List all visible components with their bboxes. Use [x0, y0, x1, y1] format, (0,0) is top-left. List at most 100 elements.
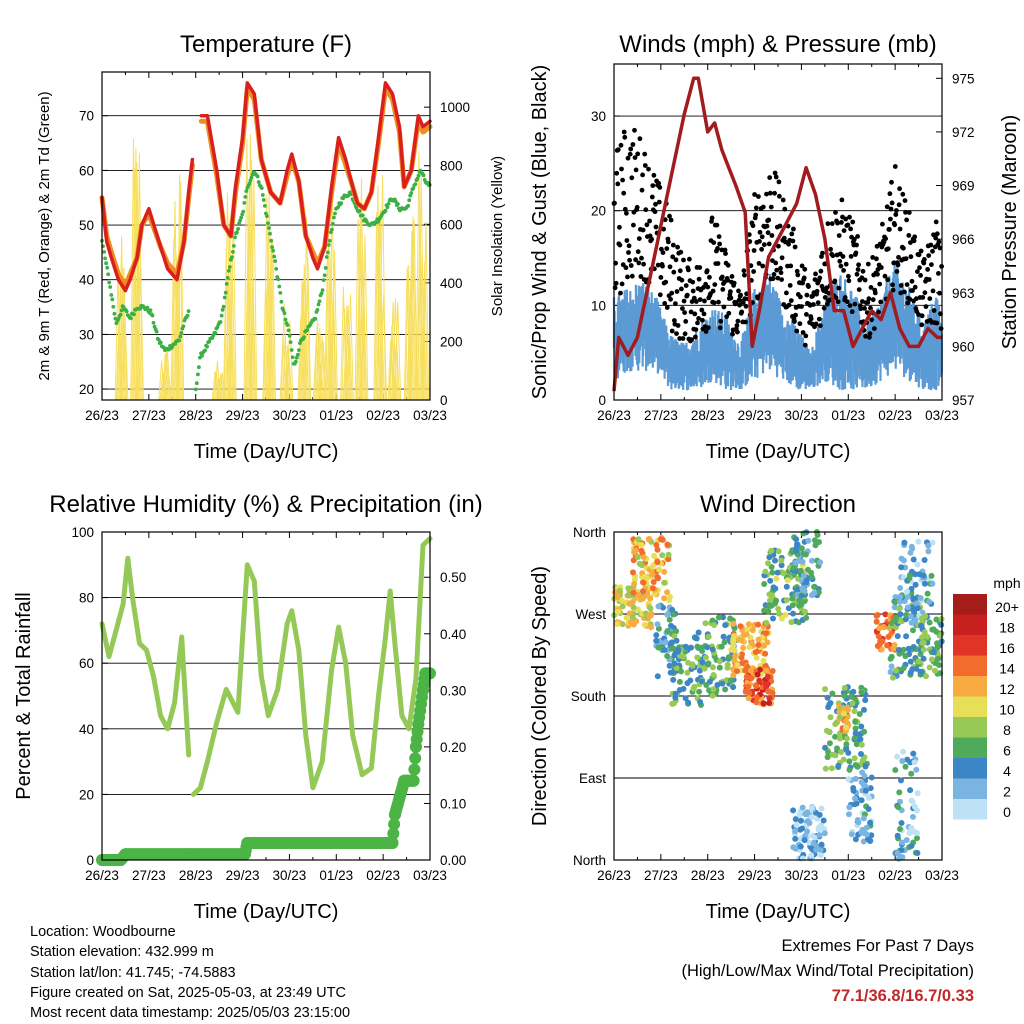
dewpoint-point	[265, 214, 269, 219]
dewpoint-point	[239, 215, 244, 220]
gust-point	[820, 250, 825, 256]
direction-point	[680, 685, 687, 692]
y-tick-label: 40	[79, 273, 94, 288]
direction-point	[661, 579, 668, 586]
direction-point	[755, 621, 762, 628]
gust-point	[806, 284, 811, 289]
direction-point	[732, 652, 739, 659]
gust-point	[767, 190, 773, 196]
gust-point	[930, 248, 935, 254]
gust-point	[904, 282, 910, 287]
gust-point	[922, 290, 928, 296]
most-recent-data: Most recent data timestamp: 2025/05/03 2…	[30, 1005, 351, 1022]
direction-point	[770, 584, 777, 591]
gust-point	[775, 275, 781, 281]
direction-point	[817, 852, 824, 859]
direction-point	[798, 592, 805, 599]
dewpoint-point	[290, 355, 295, 360]
dewpoint-point	[315, 308, 320, 312]
gust-point	[761, 242, 767, 248]
gust-point	[711, 300, 717, 306]
direction-point	[903, 612, 910, 618]
gust-point	[841, 268, 846, 273]
gust-point	[715, 261, 721, 266]
dewpoint-point	[268, 231, 272, 236]
colorbar-swatch	[953, 717, 987, 738]
direction-point	[852, 836, 859, 843]
gust-point	[734, 323, 740, 328]
gust-point	[644, 222, 650, 228]
gust-point	[898, 290, 904, 296]
dewpoint-point	[270, 245, 274, 250]
direction-point	[848, 693, 855, 700]
direction-point	[826, 729, 833, 735]
dewpoint-point	[385, 205, 390, 210]
direction-point	[902, 763, 909, 770]
y-tick-label-right: 400	[440, 276, 463, 291]
gust-point	[795, 272, 801, 278]
direction-point	[817, 847, 824, 853]
gust-point	[923, 304, 929, 309]
gust-point	[660, 250, 666, 256]
direction-point	[862, 787, 869, 794]
gust-point	[664, 246, 670, 252]
y-tick-label: 80	[79, 591, 94, 606]
direction-point	[912, 829, 918, 836]
gust-point	[750, 223, 756, 229]
direction-point	[891, 604, 898, 611]
dewpoint-point	[150, 313, 155, 318]
dewpoint-point	[263, 204, 267, 208]
x-tick-label: 29/23	[738, 408, 772, 423]
direction-point	[734, 668, 740, 675]
chart-title: Wind Direction	[700, 491, 856, 518]
x-tick-label: 26/23	[85, 408, 119, 423]
direction-point	[848, 831, 855, 838]
direction-point	[730, 642, 737, 649]
direction-point	[829, 751, 836, 758]
gust-point	[912, 234, 918, 240]
direction-point	[659, 552, 666, 559]
gust-point	[635, 151, 641, 157]
direction-point	[702, 620, 709, 627]
direction-point	[783, 583, 790, 590]
gust-point	[880, 221, 885, 227]
gust-point	[833, 210, 838, 215]
gust-point	[680, 306, 685, 311]
gust-point	[681, 298, 687, 304]
direction-point	[873, 618, 880, 625]
gust-point	[871, 326, 877, 331]
direction-point	[803, 614, 810, 621]
direction-point	[779, 615, 785, 622]
direction-point	[783, 597, 790, 604]
direction-point	[748, 675, 755, 682]
gust-point	[815, 300, 821, 306]
gust-point	[759, 234, 765, 240]
direction-point	[654, 546, 661, 553]
direction-point	[828, 765, 835, 772]
gust-point	[858, 306, 864, 312]
gust-point	[776, 243, 781, 249]
direction-point	[665, 556, 672, 563]
direction-point	[849, 700, 856, 707]
direction-point	[897, 611, 904, 618]
dewpoint-point	[282, 311, 287, 316]
dewpoint-point	[383, 208, 388, 213]
colorbar: mph 20+ 18 16 14 12 10 8 6 4 2 0	[953, 575, 1021, 820]
axes: 26/23 27/23 28/23 29/23 30/23 01/23 02/23 03/23…	[571, 525, 959, 883]
direction-point	[912, 581, 919, 588]
panel-winds: Winds (mph) & Pressure (mb) Time (Day/UTC…	[529, 31, 1021, 463]
dewpoint-point	[221, 304, 226, 309]
series-rh	[99, 536, 433, 797]
gust-point	[639, 255, 644, 261]
direction-point	[845, 749, 852, 756]
gust-point	[841, 228, 847, 234]
direction-point	[668, 622, 674, 629]
gust-point	[773, 260, 779, 266]
y-axis-label-right: Station Pressure (Maroon)	[999, 115, 1021, 350]
direction-point	[924, 633, 931, 640]
y-tick-label: North	[573, 525, 606, 540]
gust-point	[897, 186, 902, 192]
direction-point	[638, 541, 645, 548]
gust-point	[759, 246, 764, 252]
direction-point	[636, 560, 643, 567]
